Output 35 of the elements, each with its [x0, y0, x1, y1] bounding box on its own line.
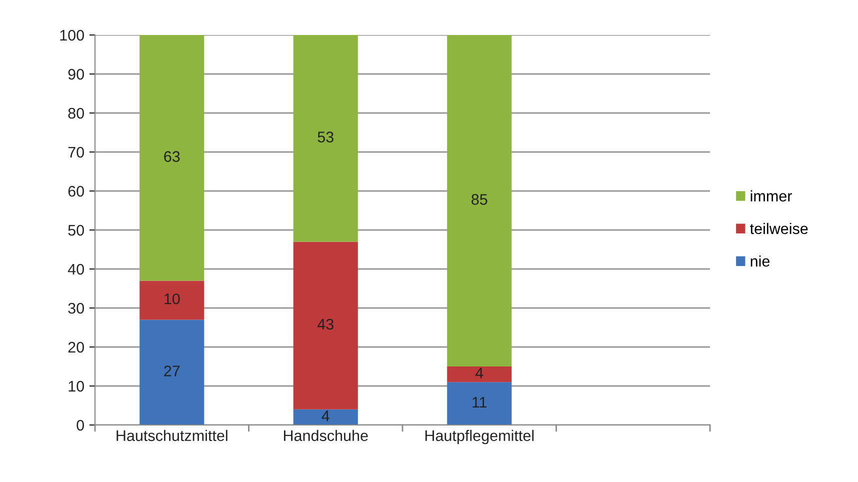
- bar: [140, 280, 204, 320]
- bar: [140, 35, 204, 281]
- data-label: 10: [164, 293, 180, 304]
- y-tick-label: 100: [60, 30, 84, 41]
- bar: [293, 409, 358, 425]
- y-tick-label: 40: [68, 264, 84, 275]
- y-tick-label: 90: [68, 68, 84, 80]
- x-tick-label: Handschuhe: [284, 430, 368, 442]
- bar: [447, 35, 512, 366]
- y-tick-label: 80: [68, 108, 84, 119]
- data-label: 63: [164, 151, 180, 162]
- data-label: 85: [472, 194, 488, 205]
- legend-label: nie: [750, 255, 770, 267]
- legend-label: teilweise: [750, 222, 808, 234]
- y-tick-label: 60: [68, 186, 84, 197]
- y-tick-label: 0: [76, 420, 84, 431]
- data-label: 43: [317, 318, 334, 330]
- y-tick-label: 30: [68, 302, 84, 314]
- x-tick-label: Hautschutzmittel: [116, 430, 228, 442]
- y-tick-label: 20: [68, 342, 84, 353]
- data-label: 4: [475, 368, 484, 378]
- data-label: 27: [164, 366, 180, 376]
- data-label: 53: [318, 132, 334, 142]
- bar: [140, 320, 204, 425]
- y-tick-label: 70: [68, 146, 84, 158]
- bar: [293, 35, 358, 242]
- bar: [447, 366, 512, 382]
- x-tick-label: Hautpflegemittel: [425, 430, 534, 444]
- data-label: 11: [472, 396, 487, 408]
- legend-label: immer: [750, 190, 792, 202]
- y-tick-label: 50: [68, 224, 84, 236]
- bar: [293, 242, 358, 410]
- y-tick-label: 10: [68, 380, 84, 392]
- bar: [447, 382, 512, 425]
- data-label: 4: [322, 410, 330, 422]
